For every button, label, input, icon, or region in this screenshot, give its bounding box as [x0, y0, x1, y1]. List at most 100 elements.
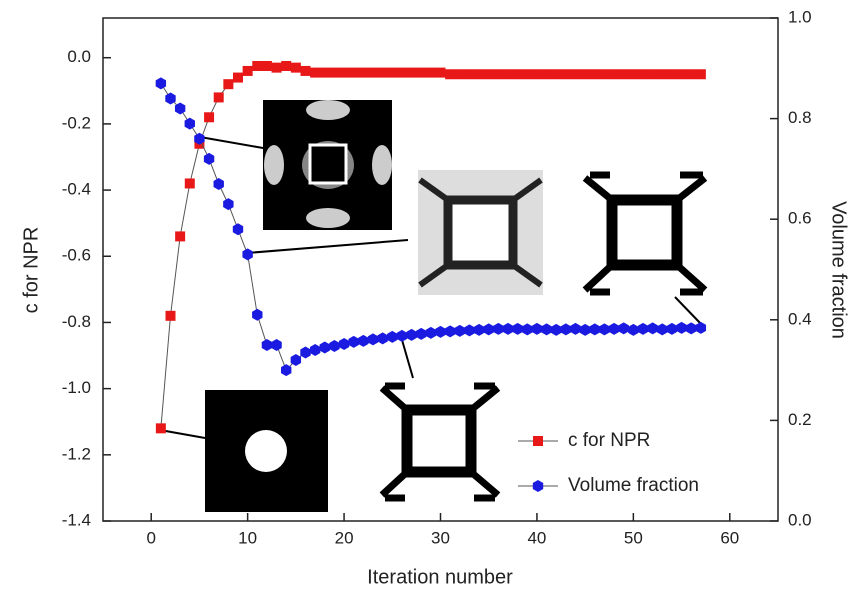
point — [407, 68, 417, 78]
point — [156, 77, 166, 89]
y2-tick-label: 0.2 — [788, 410, 812, 429]
point — [281, 61, 291, 71]
point — [252, 61, 262, 71]
point — [580, 69, 590, 79]
point — [242, 248, 252, 260]
point — [320, 68, 330, 78]
point — [339, 338, 349, 350]
y2-tick-label: 0.4 — [788, 309, 812, 328]
point — [512, 323, 522, 335]
y-tick-label: -0.2 — [62, 113, 91, 132]
point — [474, 324, 484, 336]
point — [262, 61, 272, 71]
legend-marker — [533, 436, 543, 446]
point — [426, 68, 436, 78]
point — [522, 69, 532, 79]
point — [696, 322, 706, 334]
point — [339, 68, 349, 78]
point — [609, 69, 619, 79]
x-tick-label: 10 — [238, 528, 257, 547]
point — [377, 332, 387, 344]
y2-tick-label: 0.0 — [788, 510, 812, 529]
point — [301, 66, 311, 76]
y2-tick-label: 1.0 — [788, 7, 812, 26]
point — [532, 69, 542, 79]
point — [696, 69, 706, 79]
point — [522, 323, 532, 335]
point — [551, 69, 561, 79]
page: Iteration number c for NPR Volume fracti… — [0, 0, 861, 596]
point — [272, 63, 282, 73]
point — [464, 324, 474, 336]
x-tick-label: 60 — [720, 528, 739, 547]
point — [455, 69, 465, 79]
point — [204, 153, 214, 165]
point — [619, 322, 629, 334]
point — [320, 341, 330, 353]
legend-label: Volume fraction — [568, 475, 699, 496]
point — [214, 92, 224, 102]
point — [262, 339, 272, 351]
point — [233, 73, 243, 83]
point — [619, 69, 629, 79]
point — [580, 324, 590, 336]
point — [271, 339, 281, 351]
point — [397, 68, 407, 78]
point — [387, 68, 397, 78]
point — [493, 323, 503, 335]
point — [416, 68, 426, 78]
point — [368, 68, 378, 78]
point — [484, 69, 494, 79]
point — [291, 63, 301, 73]
point — [686, 69, 696, 79]
point — [667, 69, 677, 79]
point — [214, 178, 224, 190]
point — [329, 340, 339, 352]
point — [435, 326, 445, 338]
point — [445, 325, 455, 337]
y-tick-label: -1.0 — [62, 378, 91, 397]
point — [368, 333, 378, 345]
point — [166, 311, 176, 321]
point — [493, 69, 503, 79]
point — [638, 323, 648, 335]
point — [378, 68, 388, 78]
point — [561, 69, 571, 79]
y2-tick-label: 0.8 — [788, 108, 812, 127]
point — [455, 325, 465, 337]
point — [233, 223, 243, 235]
point — [513, 69, 523, 79]
y2-tick-label: 0.6 — [788, 209, 812, 228]
point — [667, 323, 677, 335]
point — [426, 327, 436, 339]
y-tick-label: -0.4 — [62, 180, 91, 199]
point — [223, 198, 233, 210]
point — [590, 69, 600, 79]
point — [445, 69, 455, 79]
point — [204, 112, 214, 122]
point — [657, 69, 667, 79]
point — [464, 69, 474, 79]
point — [223, 79, 233, 89]
point — [358, 335, 368, 347]
point — [252, 309, 262, 321]
point — [571, 69, 581, 79]
y-tick-label: 0.0 — [67, 47, 91, 66]
y2-axis-label: Volume fraction — [828, 201, 850, 339]
point — [329, 68, 339, 78]
point — [532, 323, 542, 335]
point — [175, 231, 185, 241]
chart: Iteration number c for NPR Volume fracti… — [0, 0, 861, 596]
point — [657, 323, 667, 335]
point — [599, 69, 609, 79]
point — [406, 329, 416, 341]
point — [542, 69, 552, 79]
point — [310, 68, 320, 78]
point — [358, 68, 368, 78]
point — [484, 323, 494, 335]
x-tick-label: 0 — [146, 528, 155, 547]
point — [599, 323, 609, 335]
point — [628, 324, 638, 336]
legend-label: c for NPR — [568, 430, 650, 451]
point — [561, 323, 571, 335]
